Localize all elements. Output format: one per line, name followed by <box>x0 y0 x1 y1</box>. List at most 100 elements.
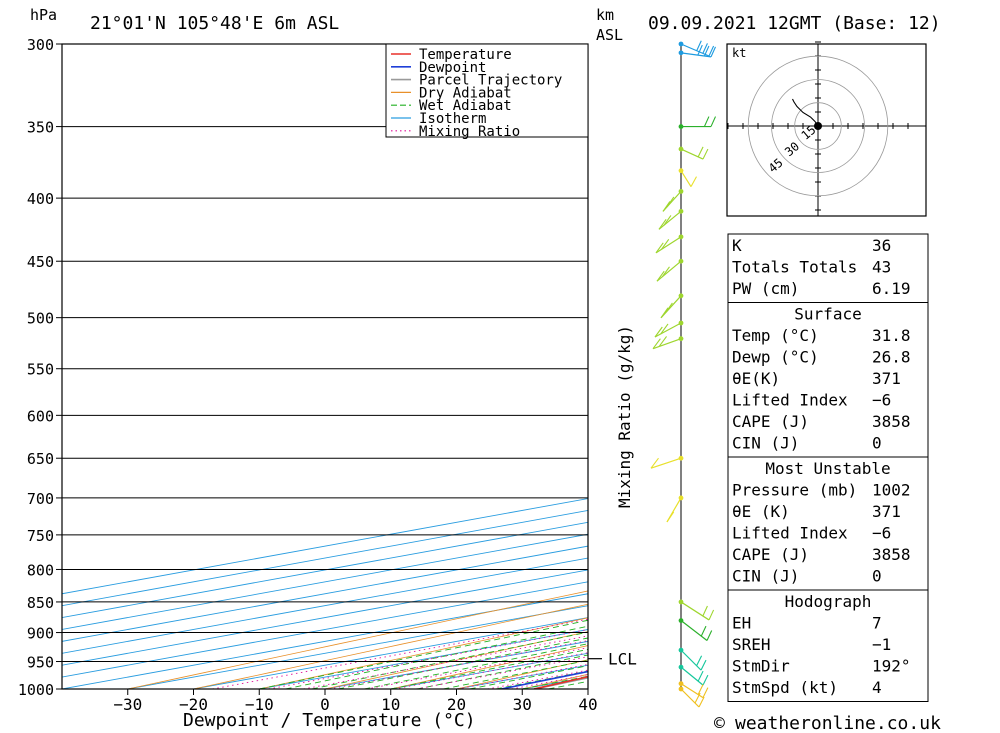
index-value: 3858 <box>872 412 911 431</box>
wind-barb-feather <box>702 43 708 54</box>
index-value: 6.19 <box>872 279 911 298</box>
wind-barb <box>680 43 710 57</box>
index-label: Totals Totals <box>732 258 857 277</box>
website-credit[interactable]: weatheronline.co.uk <box>735 713 941 733</box>
index-value: 192° <box>872 657 911 676</box>
wind-barb-feather <box>698 696 705 708</box>
wind-barb-feather <box>664 302 673 314</box>
wind-level-dot <box>678 168 684 174</box>
pressure-tick-label: 850 <box>27 594 54 612</box>
pressure-tick-label: 750 <box>27 527 54 545</box>
x-tick-label: −20 <box>179 695 208 714</box>
index-value: 43 <box>872 258 891 277</box>
wind-barb <box>662 190 682 212</box>
wind-level-dot <box>678 41 684 47</box>
plot-frame <box>61 43 589 690</box>
sounding-plot-area <box>62 0 1000 689</box>
wind-level-dot <box>678 188 684 194</box>
wind-barb-feather <box>650 457 659 469</box>
dry-adiabat-line <box>193 603 588 689</box>
wind-barb-feather <box>666 511 675 523</box>
wind-level-dot <box>678 320 684 326</box>
wind-level-dot <box>678 599 684 605</box>
legend-entry: Wet Adiabat <box>419 98 512 114</box>
hodograph-ring <box>771 79 865 173</box>
pressure-tick-label: 650 <box>27 450 54 468</box>
km-unit-label: km <box>596 6 614 24</box>
wind-barb-feather <box>700 659 707 671</box>
legend-box <box>385 43 589 138</box>
hodograph-ring <box>747 55 889 197</box>
wind-barb-feather <box>702 148 709 160</box>
wind-barb-feather <box>703 116 710 127</box>
indices-table-box <box>727 589 929 702</box>
indices-table-box <box>727 233 929 303</box>
isotherm-lines <box>62 498 588 689</box>
wind-barb-feather <box>697 146 704 158</box>
wind-barb-feather <box>663 215 672 226</box>
indices-section-title: Surface <box>794 305 861 324</box>
index-label: Lifted Index <box>732 524 848 543</box>
index-label: θE (K) <box>732 502 790 521</box>
dry-adiabat-line <box>917 0 1000 689</box>
wind-level-dot <box>678 336 684 342</box>
pressure-tick-label: 800 <box>27 562 54 580</box>
wind-barb-feather <box>696 40 702 51</box>
wind-barb-feather <box>703 45 710 57</box>
wind-barb-feather <box>697 670 704 682</box>
hodograph-trace <box>792 98 819 127</box>
pressure-tick-label: 500 <box>27 310 54 328</box>
wind-barb-feather <box>658 336 668 347</box>
x-tick-label: 10 <box>381 695 400 714</box>
indices-section-title: Hodograph <box>785 592 872 611</box>
wind-barb <box>656 260 682 282</box>
pressure-tick-label: 1000 <box>18 681 54 699</box>
hodograph-unit: kt <box>732 46 746 60</box>
x-tick-label: 40 <box>578 695 597 714</box>
index-label: Pressure (mb) <box>732 481 857 500</box>
datetime-title: 09.09.2021 12GMT (Base: 12) <box>648 13 941 34</box>
wind-barb <box>680 688 700 708</box>
wind-level-dot <box>678 146 684 152</box>
index-label: CAPE (J) <box>732 545 809 564</box>
index-label: Temp (°C) <box>732 326 819 345</box>
legend-entry: Isotherm <box>419 111 486 127</box>
isotherm-line <box>62 557 588 654</box>
wind-barb-feather <box>710 46 717 58</box>
hodograph-storm-marker <box>814 122 822 130</box>
wind-barb-feather <box>666 196 675 208</box>
lcl-label: LCL <box>608 650 637 669</box>
index-value: 3858 <box>872 545 911 564</box>
index-label: CAPE (J) <box>732 412 809 431</box>
index-label: StmSpd (kt) <box>732 678 838 697</box>
index-label: CIN (J) <box>732 434 799 453</box>
wind-level-dot <box>678 293 684 299</box>
wind-barb <box>655 236 682 254</box>
wind-barb-profile <box>650 40 717 708</box>
dry-adiabat-lines <box>127 0 1000 689</box>
pressure-tick-label: 450 <box>27 253 54 271</box>
wind-level-dot <box>678 208 684 214</box>
wind-barb-feather <box>654 326 663 338</box>
index-value: 31.8 <box>872 326 911 345</box>
wind-barb-feather <box>660 307 669 319</box>
x-axis-title: Dewpoint / Temperature (°C) <box>183 710 476 731</box>
wind-barb <box>680 649 702 671</box>
wind-level-dot <box>678 618 684 623</box>
asl-unit-label: ASL <box>596 26 623 44</box>
wind-level-dot <box>678 258 684 264</box>
wind-barb-feather <box>702 687 709 698</box>
isotherm-line <box>62 533 588 630</box>
x-tick-label: −30 <box>113 695 142 714</box>
dry-adiabat-line <box>983 0 1000 689</box>
pressure-tick-label: 400 <box>27 190 54 208</box>
wind-barb-feather <box>694 692 701 704</box>
indices-section-title: Most Unstable <box>765 459 890 478</box>
index-label: PW (cm) <box>732 279 799 298</box>
wind-barb-feather <box>710 116 717 127</box>
hpa-unit-label: hPa <box>30 6 57 24</box>
index-label: Dewp (°C) <box>732 348 819 367</box>
index-label: StmDir <box>732 657 790 676</box>
index-value: 0 <box>872 567 882 586</box>
